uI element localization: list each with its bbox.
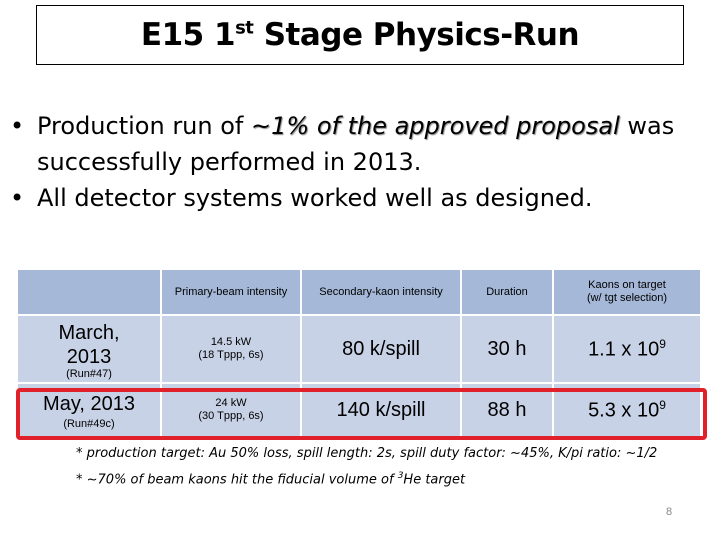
header-kaons-on-target: Kaons on target (w/ tgt selection) (553, 270, 702, 316)
title-box: E15 1st Stage Physics-Run (36, 5, 684, 65)
bullet-marker: • (10, 184, 25, 212)
bullet-marker: • (10, 112, 25, 140)
bullet-list: • Production run of ~1% of the approved … (10, 108, 710, 216)
row-label: March, 2013 (58, 322, 120, 368)
row-run-id: (Run#47) (66, 368, 112, 380)
kaons-exponent: 9 (659, 397, 666, 412)
primary-power: 14.5 kW (210, 336, 252, 348)
title-main: E15 1 (140, 17, 236, 53)
footnote-superscript: 3 (397, 471, 404, 481)
footnote-text: * ~70% of beam kaons hit the fiducial vo… (76, 472, 398, 488)
row-run-id: (Run#49c) (63, 418, 115, 430)
bullet-emphasis: ~1% of the approved proposal (251, 112, 620, 140)
row-label-cell: March, 2013 (Run#47) (18, 315, 162, 384)
page-number: 8 (666, 506, 673, 518)
highlight-box (16, 388, 707, 440)
title-rest: Stage Physics-Run (253, 17, 580, 53)
footnotes: * production target: Au 50% loss, spill … (76, 443, 657, 491)
header-empty-cell (18, 270, 162, 316)
header-primary-text: Primary-beam intensity (174, 285, 288, 298)
header-secondary-text: Secondary-kaon intensity (319, 285, 443, 298)
kaons-value: 5.3 x 10 (588, 399, 660, 422)
primary-beam-cell: 14.5 kW (18 Tppp, 6s) (161, 315, 302, 384)
footnote-production-target: * production target: Au 50% loss, spill … (76, 446, 658, 461)
table-row: May, 2013 (Run#49c) 24 kW (30 Tppp, 6s) 1… (18, 383, 702, 438)
header-duration: Duration (461, 270, 554, 316)
primary-detail: (30 Tppp, 6s) (198, 410, 264, 422)
kaons-exponent: 9 (659, 336, 666, 351)
table-header-row: Primary-beam intensity Secondary-kaon in… (18, 270, 702, 316)
footnote-beam-kaons: * ~70% of beam kaons hit the fiducial vo… (76, 465, 657, 491)
header-primary-beam: Primary-beam intensity (161, 270, 302, 316)
duration-cell: 30 h (461, 315, 554, 384)
primary-power: 24 kW (215, 397, 247, 409)
bullet-item-detector-systems: • All detector systems worked well as de… (10, 180, 710, 216)
primary-detail: (18 Tppp, 6s) (198, 349, 264, 361)
bullet-text: Production run of (37, 112, 251, 140)
header-duration-text: Duration (486, 285, 528, 298)
bullet-text: All detector systems worked well as desi… (37, 184, 593, 212)
row-label-cell: May, 2013 (Run#49c) (18, 383, 162, 438)
run-table: Primary-beam intensity Secondary-kaon in… (18, 270, 702, 438)
duration-cell: 88 h (461, 383, 554, 438)
row-label: May, 2013 (43, 393, 135, 415)
footnote-text-after: He target (403, 472, 466, 488)
kaons-cell: 5.3 x 109 (553, 383, 702, 438)
header-secondary-kaon: Secondary-kaon intensity (301, 270, 462, 316)
kaons-value: 1.1 x 10 (588, 338, 660, 361)
header-kaons-line1: Kaons on target (588, 279, 666, 291)
secondary-kaon-cell: 80 k/spill (301, 315, 462, 384)
table-row: March, 2013 (Run#47) 14.5 kW (18 Tppp, 6s… (18, 315, 702, 384)
bullet-text-after: was successfully performed in 2013. (37, 112, 675, 176)
header-kaons-line2: (w/ tgt selection) (586, 292, 668, 304)
secondary-kaon-cell: 140 k/spill (301, 383, 462, 438)
slide-title: E15 1st Stage Physics-Run (140, 17, 580, 53)
kaons-cell: 1.1 x 109 (553, 315, 702, 384)
bullet-item-production-run: • Production run of ~1% of the approved … (10, 108, 710, 180)
title-superscript: st (235, 17, 254, 39)
